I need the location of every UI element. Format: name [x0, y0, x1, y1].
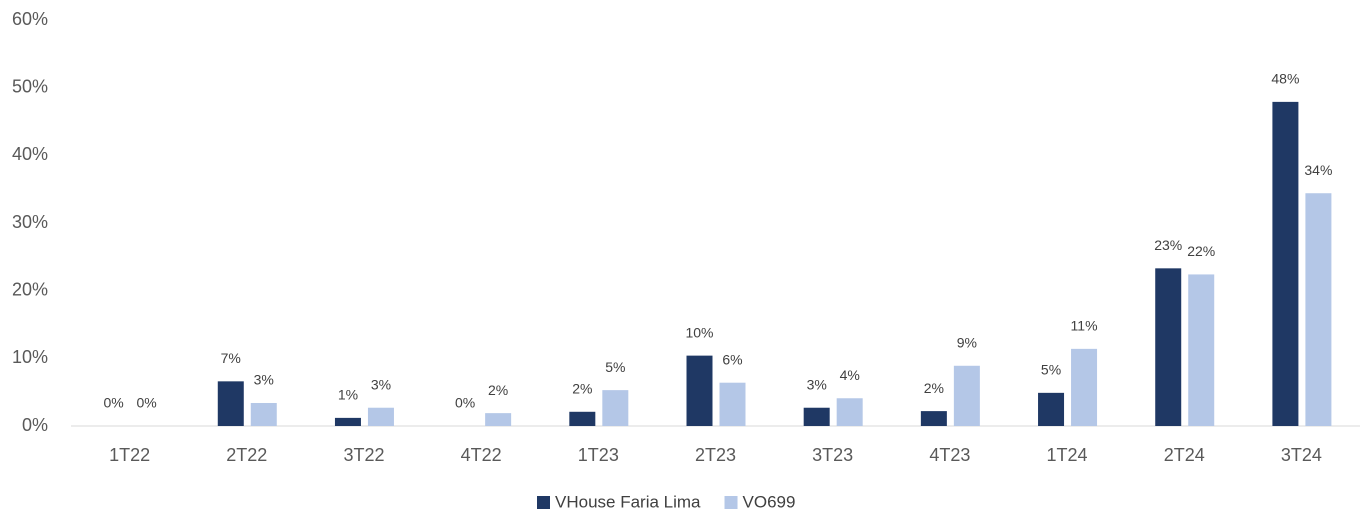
- bar: [367, 407, 394, 426]
- x-tick-label: 4T22: [461, 445, 502, 465]
- bar: [1038, 392, 1065, 426]
- bar: [485, 413, 512, 426]
- y-tick-label: 60%: [12, 9, 48, 29]
- x-tick-label: 3T23: [812, 445, 853, 465]
- bar: [719, 382, 746, 426]
- value-label: 34%: [1304, 162, 1332, 178]
- value-label: 5%: [605, 359, 625, 375]
- value-label: 4%: [840, 367, 860, 383]
- value-label: 3%: [807, 376, 827, 392]
- bar: [334, 417, 361, 426]
- legend-swatch: [724, 496, 738, 509]
- bar: [1272, 101, 1299, 427]
- bar: [953, 365, 980, 426]
- y-tick-label: 40%: [12, 144, 48, 164]
- value-label: 22%: [1187, 243, 1215, 259]
- bar: [686, 355, 713, 426]
- value-label: 48%: [1271, 71, 1299, 87]
- value-label: 0%: [136, 395, 156, 411]
- value-label: 11%: [1071, 318, 1098, 334]
- bar: [1071, 348, 1098, 426]
- value-label: 2%: [488, 382, 508, 398]
- value-label: 10%: [685, 324, 713, 340]
- legend-label: VHouse Faria Lima: [555, 492, 701, 511]
- value-label: 23%: [1154, 237, 1182, 253]
- bar: [217, 381, 244, 426]
- y-tick-label: 10%: [12, 347, 48, 367]
- value-label: 3%: [371, 376, 391, 392]
- value-label: 2%: [572, 380, 592, 396]
- bar: [250, 402, 277, 426]
- x-tick-label: 3T22: [343, 445, 384, 465]
- y-tick-label: 50%: [12, 76, 48, 96]
- value-label: 0%: [455, 395, 475, 411]
- value-label: 3%: [254, 372, 274, 388]
- x-tick-label: 2T23: [695, 445, 736, 465]
- value-label: 2%: [924, 380, 944, 396]
- y-tick-label: 30%: [12, 212, 48, 232]
- x-tick-label: 3T24: [1281, 445, 1322, 465]
- bar: [803, 407, 830, 426]
- y-tick-label: 20%: [12, 279, 48, 299]
- x-tick-label: 4T23: [929, 445, 970, 465]
- x-tick-label: 1T22: [109, 445, 150, 465]
- value-label: 6%: [722, 351, 742, 367]
- bar: [920, 411, 947, 426]
- bar: [1305, 193, 1332, 426]
- bar: [1155, 268, 1182, 426]
- y-tick-label: 0%: [22, 415, 48, 435]
- value-label: 7%: [221, 350, 241, 366]
- bar: [1188, 274, 1215, 426]
- legend-swatch: [537, 496, 550, 509]
- x-tick-label: 1T23: [578, 445, 619, 465]
- bar: [602, 390, 629, 426]
- bar: [569, 411, 596, 426]
- value-label: 1%: [338, 387, 358, 403]
- x-tick-label: 1T24: [1047, 445, 1088, 465]
- value-label: 0%: [103, 395, 123, 411]
- x-tick-label: 2T24: [1164, 445, 1205, 465]
- value-label: 9%: [957, 334, 977, 350]
- x-tick-label: 2T22: [226, 445, 267, 465]
- value-label: 5%: [1041, 362, 1061, 378]
- bar: [836, 398, 863, 426]
- legend-label: VO699: [743, 492, 796, 511]
